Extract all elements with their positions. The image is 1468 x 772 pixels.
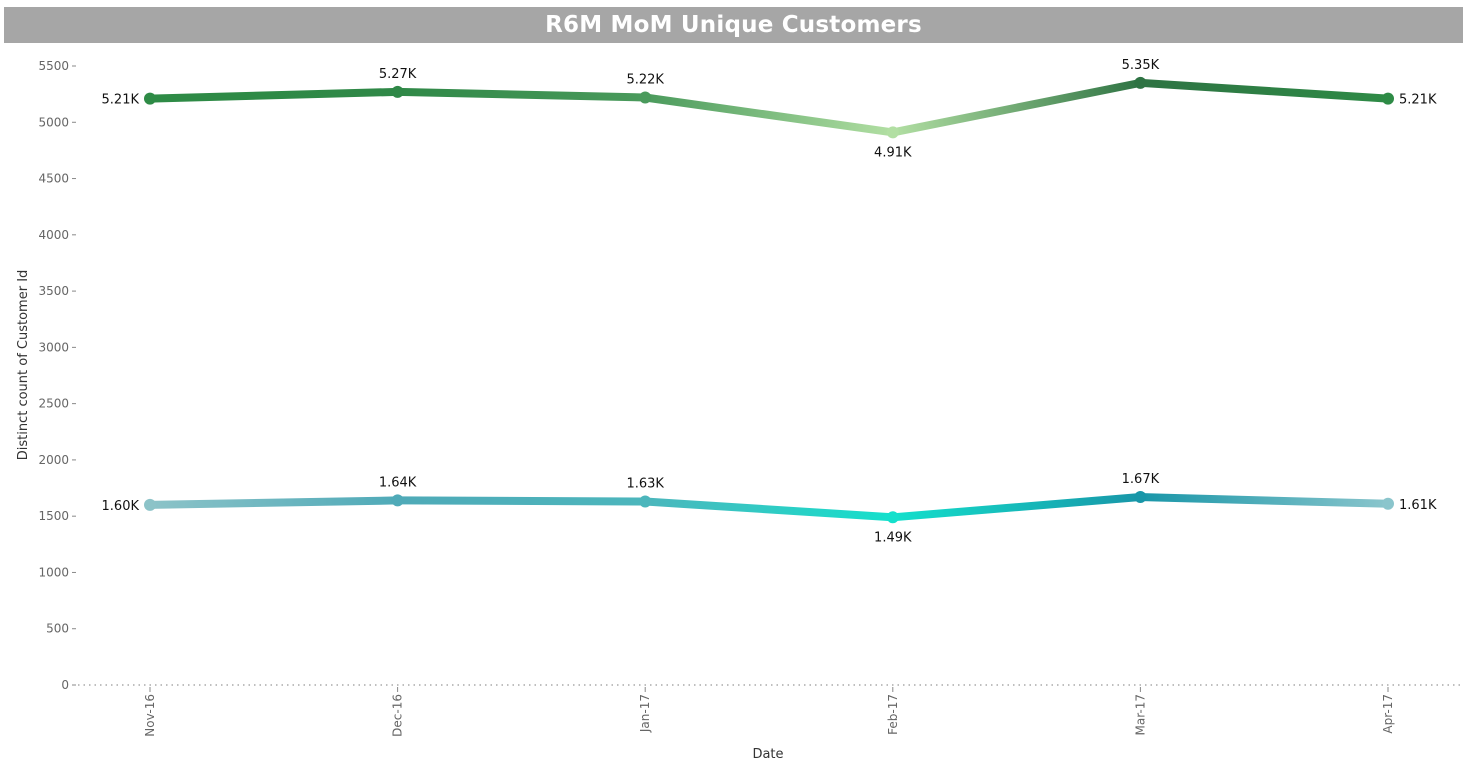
- series-line-segment: [888, 493, 1145, 522]
- data-point: [144, 498, 156, 511]
- y-tick-label: 2500: [38, 397, 69, 411]
- data-point: [886, 126, 899, 139]
- y-tick-label: 2000: [38, 453, 69, 467]
- series-line-segment: [1136, 493, 1392, 508]
- data-label: 1.64K: [379, 475, 417, 490]
- data-label: 1.49K: [874, 530, 912, 545]
- data-label: 5.21K: [1399, 93, 1437, 108]
- y-tick-label: 500: [46, 622, 69, 636]
- data-point: [639, 495, 652, 508]
- x-tick-label: Feb-17: [886, 694, 900, 735]
- data-point: [1134, 76, 1147, 89]
- data-label: 5.22K: [626, 73, 664, 88]
- x-axis-title: Date: [752, 747, 783, 762]
- y-axis-title: Distinct count of Customer Id: [16, 270, 31, 461]
- series-line-segment: [393, 87, 650, 102]
- series-line-segment: [888, 78, 1145, 137]
- data-point: [391, 85, 404, 98]
- y-tick-label: 5000: [38, 115, 69, 129]
- data-point: [639, 91, 652, 104]
- x-tick-label: Jan-17: [638, 694, 652, 733]
- series-line-segment: [146, 87, 402, 103]
- y-tick-label: 1000: [38, 565, 69, 579]
- data-point: [886, 511, 899, 524]
- chart-title: R6M MoM Unique Customers: [545, 12, 922, 38]
- data-point: [391, 494, 404, 507]
- y-tick-label: 3000: [38, 340, 69, 354]
- chart-title-bar: R6M MoM Unique Customers: [4, 7, 1463, 43]
- data-label: 1.61K: [1399, 498, 1437, 513]
- series-line-segment: [393, 496, 650, 506]
- y-tick-label: 4000: [38, 228, 69, 242]
- series-2: 1.60K 1.64K 1.63K 1.49K 1.67K 1.61K: [102, 472, 1437, 545]
- data-point: [1382, 92, 1394, 105]
- data-point: [1134, 491, 1147, 504]
- data-point: [144, 92, 156, 105]
- series-layer: 5.21K 5.27K 5.22K 4.91K 5.35K 5.21K 1.60K 1.64K…: [102, 58, 1437, 545]
- data-label: 1.67K: [1122, 472, 1160, 487]
- data-label: 5.21K: [102, 93, 140, 108]
- x-tick-label: Dec-16: [391, 694, 405, 737]
- x-tick-label: Apr-17: [1381, 694, 1395, 734]
- series-line-segment: [1136, 78, 1392, 103]
- y-tick-label: 1500: [38, 509, 69, 523]
- y-tick-label: 0: [61, 678, 69, 692]
- data-label: 1.60K: [102, 499, 140, 514]
- data-label: 4.91K: [874, 145, 912, 160]
- data-point: [1382, 497, 1394, 510]
- y-tick-label: 5500: [38, 59, 69, 73]
- series-line-segment: [641, 93, 897, 137]
- data-label: 5.35K: [1122, 58, 1160, 73]
- y-axis: 0 500 1000 1500 2000 2500 3000 3500 4000 4500 5000…: [38, 59, 76, 692]
- data-label: 5.27K: [379, 67, 417, 82]
- data-label: 1.63K: [626, 477, 664, 492]
- series-1: 5.21K 5.27K 5.22K 4.91K 5.35K 5.21K: [102, 58, 1437, 161]
- series-line-segment: [641, 497, 897, 522]
- y-tick-label: 4500: [38, 172, 69, 186]
- x-axis: Nov-16 Dec-16 Jan-17 Feb-17 Mar-17 Apr-17: [78, 684, 1463, 737]
- x-tick-label: Mar-17: [1133, 694, 1147, 735]
- series-line-segment: [146, 496, 402, 509]
- y-tick-label: 3500: [38, 284, 69, 298]
- x-tick-label: Nov-16: [143, 694, 157, 737]
